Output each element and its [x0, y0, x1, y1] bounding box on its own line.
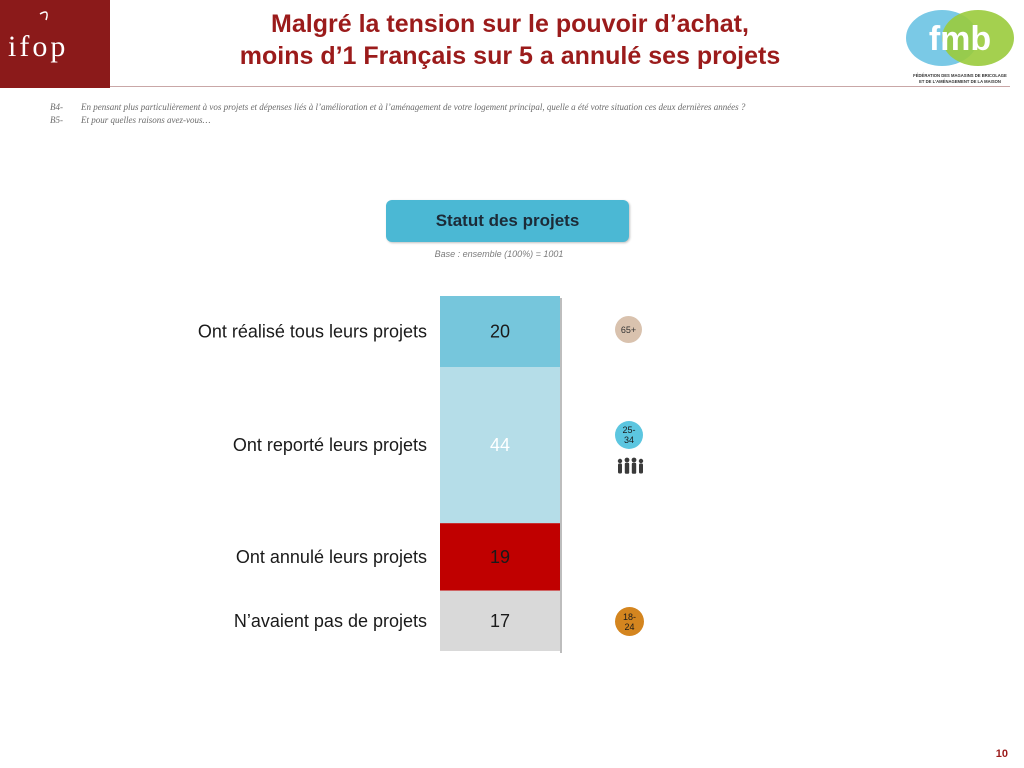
ifop-logo: ifop — [0, 0, 110, 88]
page-title-line-2: moins d’1 Français sur 5 a annulé ses pr… — [239, 42, 781, 70]
data-label-1: 20 — [490, 322, 510, 342]
question-text: Et pour quelles raisons avez-vous… — [81, 115, 211, 125]
age-badge-label: 18- 24 — [622, 611, 636, 632]
page-title: Malgré la tension sur le pouvoir d’achat… — [150, 8, 870, 72]
category-label-2: Ont reporté leurs projets — [233, 435, 427, 455]
family-icon — [617, 457, 644, 474]
fmb-caption-line-2: ET DE L'AMÉNAGEMENT DE LA MAISON — [919, 79, 1001, 84]
fmb-logo-text: fmb — [929, 20, 991, 58]
bar-segment-3 — [440, 523, 560, 591]
ifop-logo-text: ifop — [8, 30, 68, 63]
category-label-4: N’avaient pas de projets — [234, 611, 427, 631]
bar-segment-2 — [440, 367, 560, 524]
title-divider — [110, 86, 1010, 87]
question-code: B5- — [50, 115, 63, 125]
age-badge-label: 25- 34 — [622, 425, 636, 445]
ifop-logo-mark: ifop — [8, 11, 68, 63]
age-badge-25-34: 25- 34 — [615, 421, 643, 449]
question-b4: B4- En pensant plus particulièrement à v… — [50, 101, 745, 114]
category-label-1: Ont réalisé tous leurs projets — [198, 322, 427, 342]
data-label-4: 17 — [490, 611, 510, 631]
bar-shadow — [560, 298, 562, 653]
fmb-caption-line-1: FÉDÉRATION DES MAGASINS DE BRICOLAGE — [913, 73, 1007, 78]
data-label-2: 44 — [490, 435, 510, 455]
question-text: En pensant plus particulièrement à vos p… — [81, 102, 746, 112]
question-code: B4- — [50, 102, 63, 112]
base-note: Base : ensemble (100%) = 1001 — [434, 249, 564, 259]
age-badge-18-24: 18- 24 — [615, 607, 644, 636]
data-label-3: 19 — [490, 547, 510, 567]
question-block: B4- En pensant plus particulièrement à v… — [50, 101, 745, 127]
age-badge-65-plus: 65+ — [615, 316, 642, 343]
bar-segment-4 — [440, 590, 560, 651]
bar-segment-1 — [440, 296, 560, 367]
fmb-logo: fmb FÉDÉRATION DES MAGASINS DE BRICOLAGE… — [900, 6, 1020, 86]
page-number: 10 — [995, 748, 1008, 760]
status-title-box: Statut des projets — [386, 200, 629, 242]
question-b5: B5- Et pour quelles raisons avez-vous… — [50, 114, 745, 127]
category-label-3: Ont annulé leurs projets — [236, 547, 427, 567]
page-title-line-1: Malgré la tension sur le pouvoir d’achat… — [271, 10, 749, 38]
